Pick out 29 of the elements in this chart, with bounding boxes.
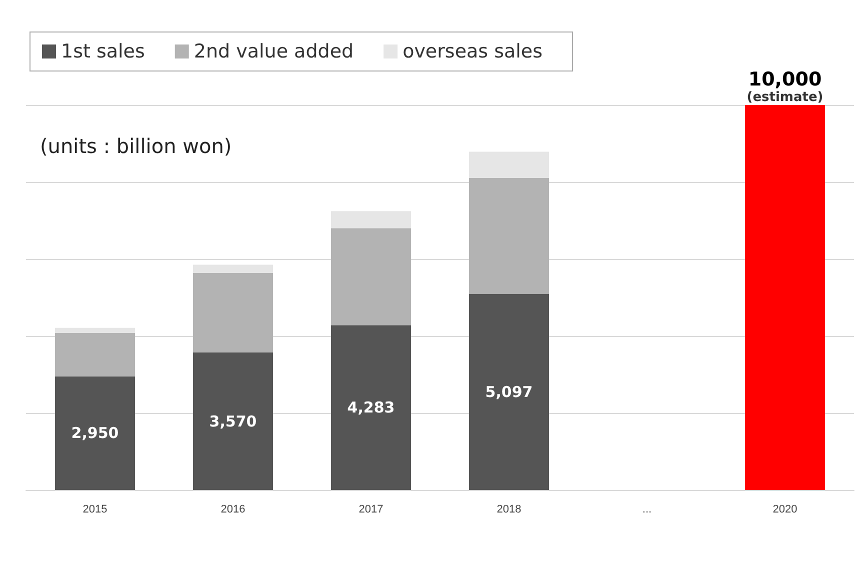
bar [331,228,411,326]
legend-label: 1st sales [61,40,145,62]
bar [193,264,273,273]
x-tick-label: 2020 [772,504,798,516]
bar [469,152,549,178]
bar [331,211,411,228]
bar [745,105,825,490]
legend-label: overseas sales [402,40,543,62]
x-tick-label: 2018 [496,504,522,516]
legend-label: 2nd value added [194,40,354,62]
data-label: 2,950 [71,424,119,442]
data-label: 3,570 [209,412,257,430]
x-tick-label: 2017 [358,504,384,516]
annotation: (units : billion won) [40,134,232,158]
bar [193,272,273,353]
x-tick-label: 2015 [82,504,108,516]
bar [193,352,273,490]
bar [55,376,135,490]
bar [469,294,549,490]
bar [469,178,549,294]
data-label: 4,283 [347,398,395,417]
data-label: 10,000 [748,68,822,90]
x-tick-label: 2016 [220,504,246,516]
bar [55,328,135,333]
annotation: (estimate) [746,90,824,105]
bar [55,332,135,376]
bar [331,325,411,490]
x-tick-label: ... [642,504,652,516]
data-label: 5,097 [485,382,533,401]
